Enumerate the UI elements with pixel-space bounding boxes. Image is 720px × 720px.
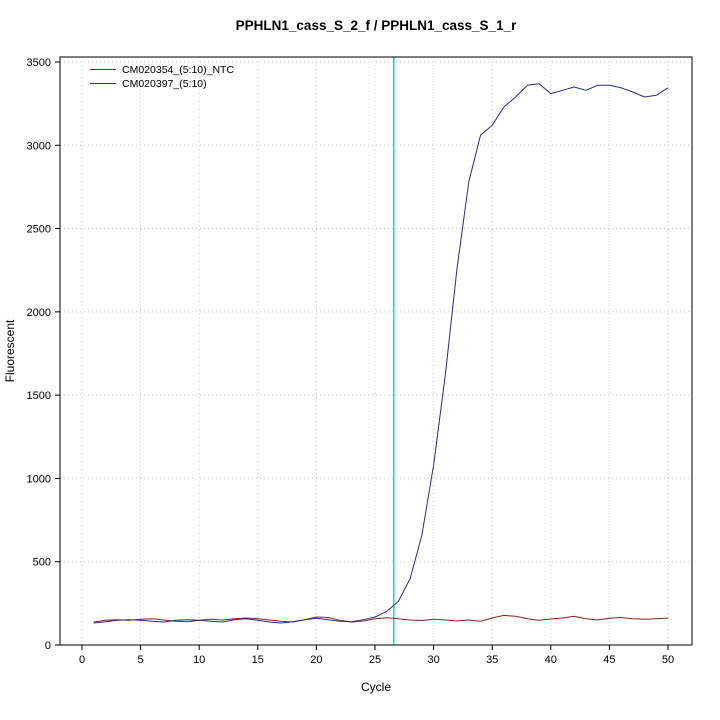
axes-layer: 0 5 10 15 20 25 30 35 40 45 5005001000150020002500…	[27, 56, 693, 666]
legend: CM020354_(5:10)_NTC CM020397_(5:10)	[90, 64, 234, 90]
legend-label-ntc: CM020354_(5:10)_NTC	[122, 64, 234, 76]
x-tick-label: 30	[427, 654, 439, 666]
y-tick-label: 1500	[27, 390, 51, 402]
x-tick-label: 45	[603, 654, 615, 666]
x-tick-label: 20	[310, 654, 322, 666]
series-layer	[93, 83, 669, 624]
x-tick-label: 35	[486, 654, 498, 666]
grid-layer	[60, 57, 692, 646]
series-line-0	[93, 614, 669, 623]
y-tick-label: 2500	[27, 224, 51, 236]
x-tick-label: 40	[545, 654, 557, 666]
legend-label-sample: CM020397_(5:10)	[122, 78, 207, 90]
series-line-1	[93, 83, 669, 624]
x-tick-label: 5	[138, 654, 144, 666]
x-axis-label: Cycle	[361, 680, 391, 694]
y-tick-label: 500	[33, 557, 51, 569]
y-tick-label: 3000	[27, 140, 51, 152]
y-tick-label: 3500	[27, 57, 51, 69]
x-tick-label: 0	[79, 654, 85, 666]
y-tick-label: 1000	[27, 473, 51, 485]
y-tick-label: 2000	[27, 307, 51, 319]
plot-frame	[59, 56, 693, 646]
x-tick-label: 10	[193, 654, 205, 666]
x-tick-label: 25	[369, 654, 381, 666]
x-tick-label: 15	[252, 654, 264, 666]
x-tick-label: 50	[662, 654, 674, 666]
chart-title: PPHLN1_cass_S_2_f / PPHLN1_cass_S_1_r	[236, 18, 517, 33]
y-axis-label: Fluorescent	[3, 319, 17, 382]
y-tick-label: 0	[45, 640, 51, 652]
